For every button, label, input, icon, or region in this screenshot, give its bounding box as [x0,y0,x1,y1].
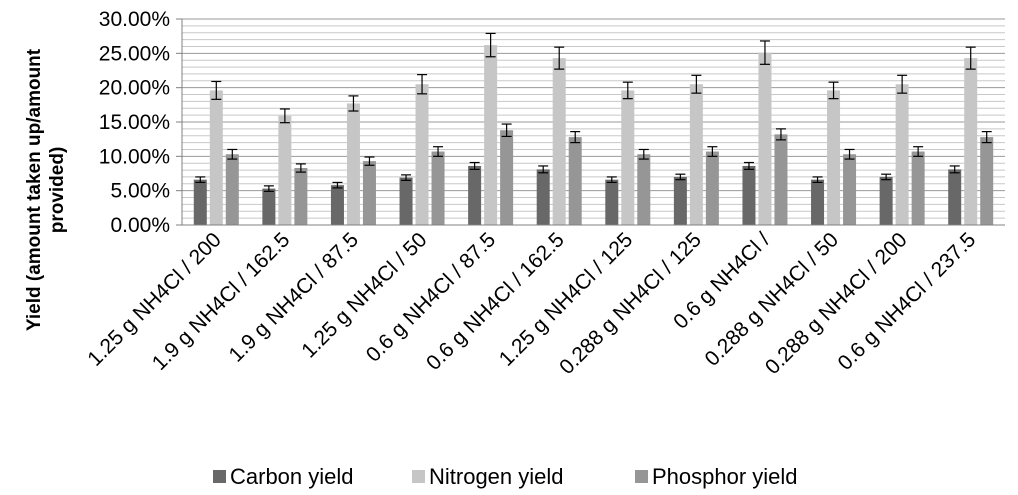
bar-phosphor-yield [774,134,788,225]
bar-nitrogen-yield [278,115,292,225]
bar-nitrogen-yield [415,84,429,225]
bar-carbon-yield [742,165,756,225]
x-category-label: 1.9 g NH4Cl / 87.5 [225,228,363,366]
bar-nitrogen-yield [895,84,909,225]
bar-nitrogen-yield [689,84,703,225]
bars [193,32,994,225]
category-group [673,74,719,225]
x-category-label: 1.25 g NH4Cl / 200 [83,228,226,371]
category-group [262,108,308,225]
bar-phosphor-yield [500,130,514,225]
legend-label: Nitrogen yield [429,464,564,489]
bar-carbon-yield [193,179,207,225]
category-group [742,40,788,225]
bar-nitrogen-yield [758,52,772,225]
bar-phosphor-yield [980,137,994,225]
x-category-label: 0.6 g NH4Cl / 237.5 [834,228,981,375]
y-tick-label: 25.00% [99,42,170,65]
legend-item: Carbon yield [213,464,354,489]
y-tick-label: 5.00% [110,180,170,203]
category-group [948,46,994,225]
category-group [468,32,514,225]
category-group [879,74,925,225]
axes [181,19,1005,226]
y-tick-label: 30.00% [99,8,170,31]
bar-phosphor-yield [225,154,239,225]
x-category-label: 1.25 g NH4Cl / 125 [495,228,638,371]
y-tick-label: 20.00% [99,77,170,100]
y-axis-label-line: provided) [47,147,68,234]
gridlines [182,18,1005,226]
bar-phosphor-yield [705,151,719,225]
legend-swatch [213,470,226,483]
y-axis-label: Yield (amount taken up/amount provided) [24,48,68,331]
bar-carbon-yield [605,179,619,225]
bar-carbon-yield [399,177,413,225]
bar-nitrogen-yield [209,90,223,225]
bar-nitrogen-yield [964,58,978,225]
legend-item: Nitrogen yield [412,464,564,489]
y-tick-label: 10.00% [99,145,170,168]
y-axis-label-line: Yield (amount taken up/amount [24,48,45,331]
bar-carbon-yield [330,185,344,225]
y-tick-label: 0.00% [110,214,170,237]
bar-phosphor-yield [362,161,376,225]
bar-phosphor-yield [637,154,651,225]
bar-carbon-yield [811,179,825,225]
legend-label: Carbon yield [230,464,354,489]
bar-nitrogen-yield [552,58,566,225]
bar-carbon-yield [879,176,893,225]
bar-nitrogen-yield [827,90,841,225]
bar-nitrogen-yield [346,103,360,225]
category-group [399,74,445,225]
category-group [193,80,239,225]
bar-nitrogen-yield [621,90,635,225]
bar-phosphor-yield [294,168,308,225]
category-group [811,81,857,225]
y-axis-ticks: 0.00% 5.00% 10.00% 15.00% 20.00% 25.00% 30.00% [99,8,182,237]
category-group [605,81,651,225]
legend-swatch [412,470,425,483]
legend-item: Phosphor yield [635,464,798,489]
bar-phosphor-yield [568,137,582,225]
bar-carbon-yield [536,169,550,225]
legend: Carbon yield Nitrogen yield Phosphor yield [213,464,798,489]
bar-phosphor-yield [911,151,925,225]
x-category-label: 0.6 g NH4Cl / 87.5 [362,228,500,366]
bar-nitrogen-yield [484,45,498,225]
bar-carbon-yield [673,176,687,225]
bar-carbon-yield [262,188,276,225]
bar-carbon-yield [948,169,962,225]
x-category-label: 0.288 g NH4Cl / 50 [701,228,844,371]
category-group [330,95,376,225]
category-group [536,46,582,225]
legend-label: Phosphor yield [652,464,798,489]
x-category-label: 1.25 g NH4Cl / 50 [297,228,431,362]
bar-carbon-yield [468,165,482,225]
bar-phosphor-yield [843,154,857,225]
y-tick-label: 15.00% [99,111,170,134]
bar-phosphor-yield [431,151,445,225]
legend-swatch [635,470,648,483]
